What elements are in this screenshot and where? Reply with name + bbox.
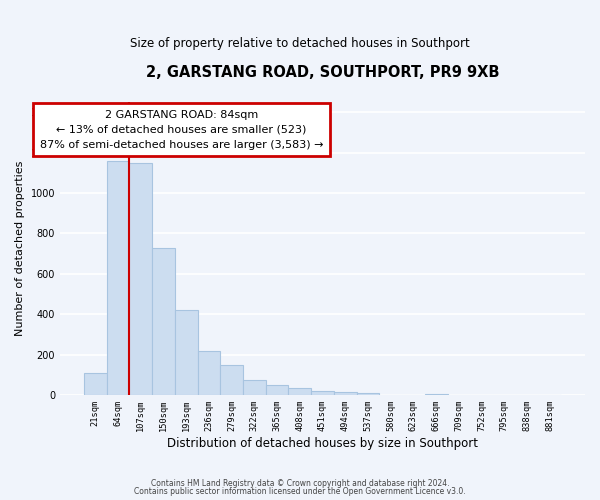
Title: 2, GARSTANG ROAD, SOUTHPORT, PR9 9XB: 2, GARSTANG ROAD, SOUTHPORT, PR9 9XB	[146, 65, 499, 80]
Bar	[84, 373, 107, 395]
Bar	[175, 310, 197, 395]
Bar	[356, 393, 379, 395]
Bar	[243, 380, 266, 395]
Bar	[425, 394, 448, 395]
X-axis label: Distribution of detached houses by size in Southport: Distribution of detached houses by size …	[167, 437, 478, 450]
Bar	[107, 160, 130, 395]
Bar	[130, 162, 152, 395]
Bar	[152, 248, 175, 395]
Text: Contains public sector information licensed under the Open Government Licence v3: Contains public sector information licen…	[134, 487, 466, 496]
Bar	[311, 391, 334, 395]
Bar	[334, 392, 356, 395]
Bar	[220, 365, 243, 395]
Bar	[266, 385, 289, 395]
Text: Size of property relative to detached houses in Southport: Size of property relative to detached ho…	[130, 38, 470, 51]
Text: 2 GARSTANG ROAD: 84sqm
← 13% of detached houses are smaller (523)
87% of semi-de: 2 GARSTANG ROAD: 84sqm ← 13% of detached…	[40, 110, 323, 150]
Y-axis label: Number of detached properties: Number of detached properties	[15, 161, 25, 336]
Bar	[197, 350, 220, 395]
Text: Contains HM Land Registry data © Crown copyright and database right 2024.: Contains HM Land Registry data © Crown c…	[151, 478, 449, 488]
Bar	[289, 388, 311, 395]
